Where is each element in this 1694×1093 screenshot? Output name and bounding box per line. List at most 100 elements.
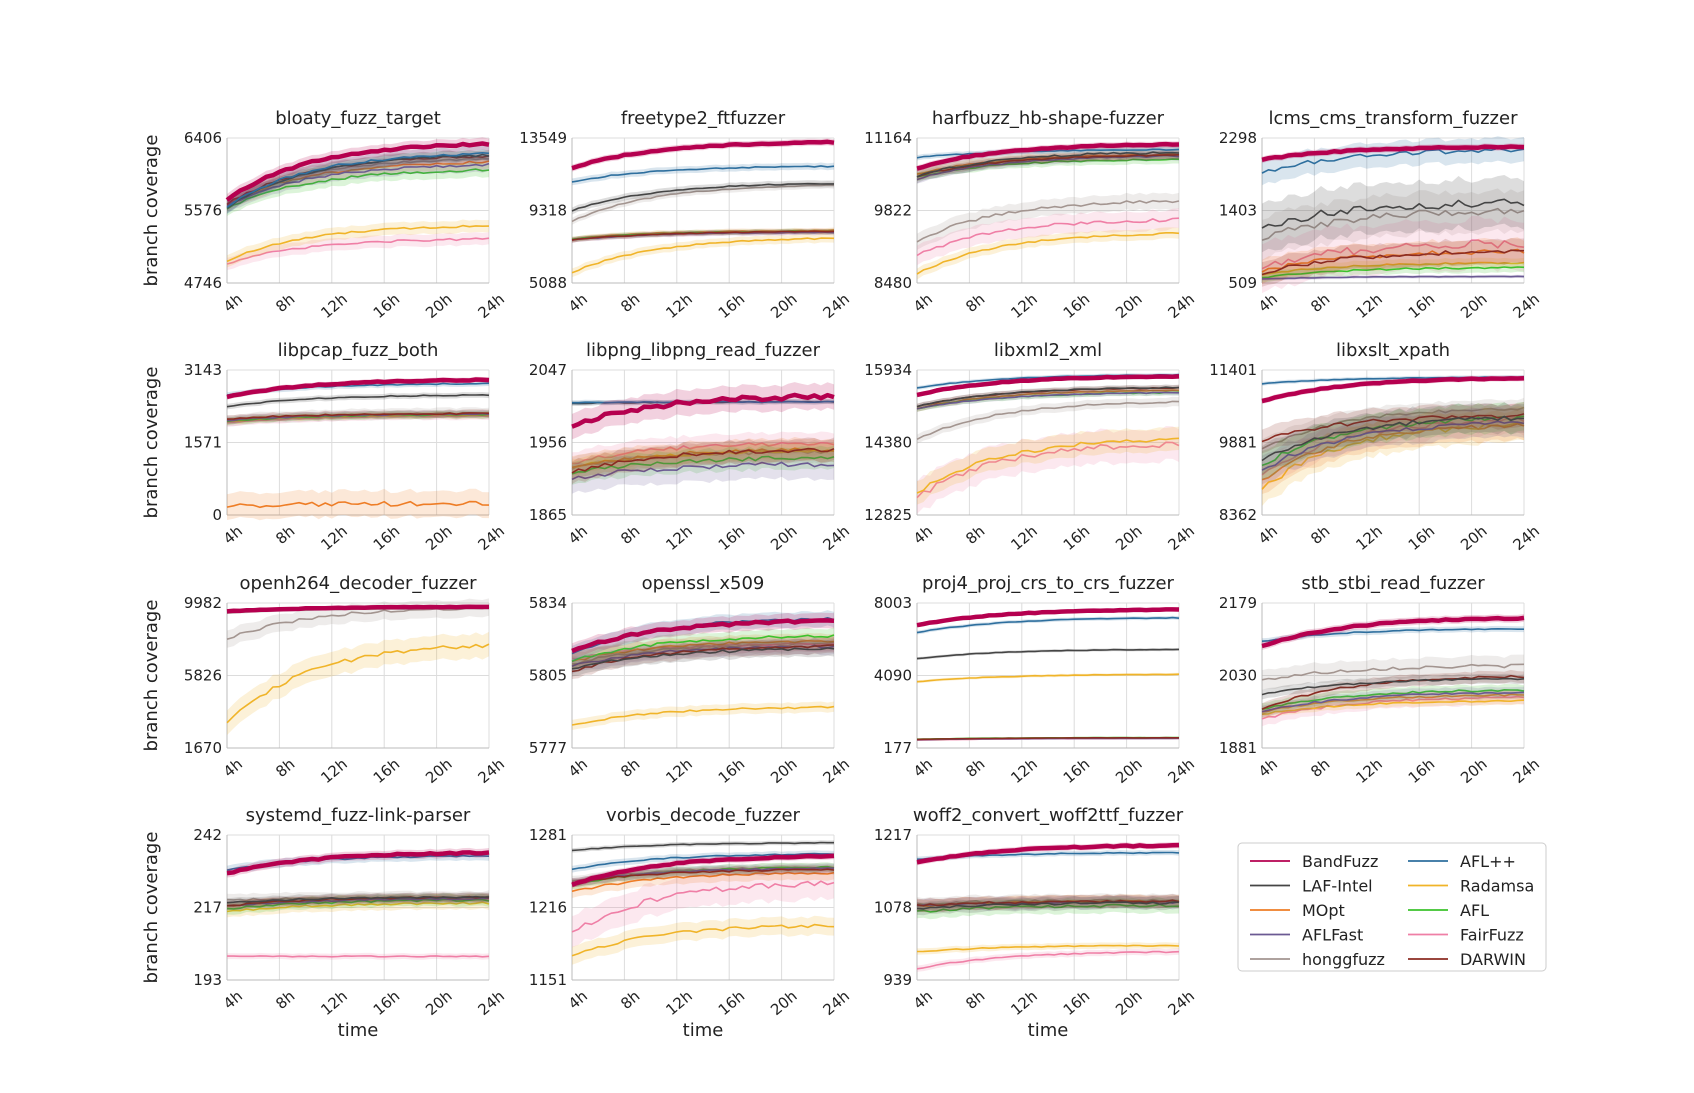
x-tick-label: 24h <box>475 290 508 322</box>
x-tick-label: 20h <box>1457 755 1490 787</box>
series-line-Radamsa <box>1261 422 1525 490</box>
subplot-bloaty_fuzz_target: bloaty_fuzz_target 4746 5576 6406 4h 8h 12h 16h… <box>141 108 508 322</box>
x-tick-label: 24h <box>1510 755 1543 787</box>
x-tick-label: 4h <box>1255 522 1281 548</box>
band-LAF-Intel <box>1262 175 1524 253</box>
band-AFL <box>1262 262 1524 283</box>
series-line-DARWIN <box>916 899 1180 907</box>
y-tick-label: 2298 <box>1219 129 1257 147</box>
series-line-AFLFast <box>1261 420 1525 471</box>
series-line-AFLFast <box>226 897 490 907</box>
x-tick-label: 20h <box>1112 290 1145 322</box>
series-line-BandFuzz <box>1261 375 1525 404</box>
subplot-title: freetype2_ftfuzzer <box>621 108 786 129</box>
series-line-LAF-Intel <box>226 394 490 408</box>
x-tick-label: 16h <box>1060 755 1093 787</box>
band-DARWIN <box>1262 402 1524 454</box>
series-line-LAF-Intel <box>916 648 1180 660</box>
x-tick-label: 12h <box>317 987 350 1019</box>
series-line-AFL <box>571 634 835 662</box>
x-tick-label: 16h <box>370 522 403 554</box>
x-tick-label: 24h <box>1510 290 1543 322</box>
band-BandFuzz <box>917 374 1179 398</box>
band-FairFuzz <box>572 865 834 948</box>
x-tick-label: 16h <box>1405 755 1438 787</box>
y-tick-label: 5834 <box>529 594 567 612</box>
band-AFL++ <box>1262 625 1524 645</box>
band-BandFuzz <box>917 140 1179 172</box>
series-line-AFL++ <box>571 165 835 183</box>
subplot-title: vorbis_decode_fuzzer <box>606 805 800 826</box>
band-AFLFast <box>917 151 1179 184</box>
band-Radamsa <box>1262 406 1524 506</box>
x-tick-label: 16h <box>1060 522 1093 554</box>
series-line-AFL++ <box>226 152 490 208</box>
x-tick-label: 20h <box>1112 755 1145 787</box>
subplot-title: systemd_fuzz-link-parser <box>246 805 471 826</box>
y-tick-label: 5805 <box>529 667 567 685</box>
legend-label: LAF-Intel <box>1302 877 1373 896</box>
series-line-Radamsa <box>1261 699 1525 715</box>
series-line-LAF-Intel <box>571 182 834 212</box>
x-tick-label: 8h <box>1307 290 1333 316</box>
series-line-BandFuzz <box>226 850 490 876</box>
band-AFL++ <box>917 615 1179 635</box>
x-tick-label: 20h <box>767 755 800 787</box>
subplot-systemd_fuzz-link-parser: systemd_fuzz-link-parser 193 217 242 4h 8h 12h… <box>141 805 508 1041</box>
subplot-lcms_cms_transform_fuzzer: lcms_cms_transform_fuzzer 509 1403 2298 4h 8h… <box>1219 108 1543 322</box>
y-tick-label: 939 <box>883 971 912 989</box>
series-line-Radamsa <box>916 944 1180 953</box>
series-line-FairFuzz <box>226 414 490 424</box>
series-line-Radamsa <box>571 923 835 957</box>
x-tick-label: 8h <box>272 522 298 548</box>
legend-label: AFL++ <box>1460 852 1516 871</box>
x-tick-label: 4h <box>910 755 936 781</box>
band-DARWIN <box>917 384 1179 410</box>
band-AFL <box>917 389 1179 412</box>
y-tick-label: 1281 <box>529 826 567 844</box>
series-line-AFL <box>226 168 490 210</box>
y-axis-label: branch coverage <box>141 367 162 519</box>
band-AFLFast <box>917 389 1179 412</box>
y-tick-label: 2179 <box>1219 594 1257 612</box>
series-line-Radamsa <box>916 232 1180 275</box>
subplot-title: libpng_libpng_read_fuzzer <box>586 340 821 361</box>
series-line-FairFuzz <box>1261 239 1525 270</box>
series-line-AFLFast <box>916 154 1180 181</box>
band-AFLFast <box>227 156 489 214</box>
series-line-AFLFast <box>916 391 1180 410</box>
x-axis-label: time <box>683 1020 724 1041</box>
series-line-LAF-Intel <box>1261 198 1525 229</box>
series-line-honggfuzz <box>916 400 1180 441</box>
band-FairFuzz <box>917 426 1179 514</box>
x-tick-label: 24h <box>1165 755 1198 787</box>
x-tick-label: 12h <box>662 755 695 787</box>
series-line-AFL <box>916 903 1180 913</box>
series-line-LAF-Intel <box>916 386 1180 408</box>
band-LAF-Intel <box>917 895 1179 916</box>
x-tick-label: 12h <box>662 522 695 554</box>
x-tick-label: 4h <box>910 522 936 548</box>
series-line-MOpt <box>916 389 1180 410</box>
x-tick-label: 16h <box>715 987 748 1019</box>
series-line-DARWIN <box>571 868 835 884</box>
series-line-LAF-Intel <box>226 895 490 904</box>
legend-item-BandFuzz: BandFuzz <box>1250 852 1378 871</box>
subplot-libxslt_xpath: libxslt_xpath 8362 9881 11401 4h 8h 12h 16h 20h 2… <box>1209 340 1543 554</box>
band-MOpt <box>1262 237 1524 285</box>
band-MOpt <box>1262 409 1524 494</box>
series-line-BandFuzz <box>1261 144 1525 162</box>
x-tick-label: 16h <box>715 755 748 787</box>
series-line-LAF-Intel <box>1261 677 1525 696</box>
x-tick-label: 12h <box>1352 290 1385 322</box>
x-tick-label: 4h <box>565 987 591 1013</box>
x-tick-label: 8h <box>617 522 643 548</box>
band-FairFuzz <box>917 948 1179 972</box>
y-tick-label: 1865 <box>529 506 567 524</box>
series-line-FairFuzz <box>916 217 1180 257</box>
legend-label: AFLFast <box>1302 926 1363 945</box>
subplot-title: openh264_decoder_fuzzer <box>239 573 477 594</box>
subplot-title: lcms_cms_transform_fuzzer <box>1269 108 1519 129</box>
legend: BandFuzz AFL++ LAF-Intel Radamsa MOpt AFL AFLF… <box>1237 842 1547 972</box>
x-tick-label: 16h <box>1060 290 1093 322</box>
